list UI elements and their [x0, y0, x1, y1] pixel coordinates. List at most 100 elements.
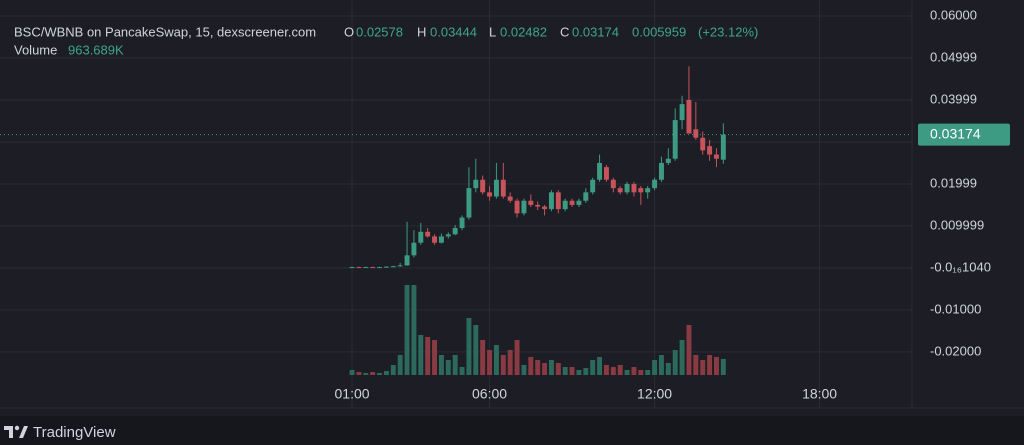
candle-body — [645, 188, 651, 193]
candle-body — [466, 188, 472, 218]
volume-bar — [528, 357, 534, 375]
candle-body — [713, 154, 719, 159]
volume-bar — [432, 340, 438, 375]
change-percent: (+23.12%) — [698, 24, 758, 39]
candle-body — [652, 179, 658, 189]
candle-body — [425, 231, 431, 237]
candle-body — [672, 120, 678, 159]
volume-bar — [521, 365, 527, 375]
candle-body — [700, 137, 706, 151]
volume-bar — [645, 370, 651, 375]
candle-body — [432, 236, 438, 243]
candle-body — [658, 162, 664, 180]
y-tick-label: -0.0₁₆1040 — [930, 259, 991, 274]
volume-bar — [535, 360, 541, 375]
volume-bar — [555, 363, 561, 375]
marks — [0, 66, 912, 375]
volume-bar — [397, 355, 403, 375]
candle-body — [707, 146, 713, 155]
volume-bar — [707, 355, 713, 375]
volume-bar — [418, 335, 424, 375]
footer-bar — [0, 416, 1024, 445]
volume-title: Volume — [14, 42, 57, 57]
volume-bar — [349, 370, 355, 375]
candle-body — [390, 266, 396, 268]
volume-bar — [700, 360, 706, 375]
candle-body — [569, 200, 575, 205]
candle-body — [542, 206, 548, 210]
volume-bar — [363, 373, 369, 375]
volume-bar — [493, 345, 499, 375]
candle-body — [548, 192, 554, 210]
candle-body — [356, 267, 362, 269]
ohlc-letter: O — [344, 24, 354, 39]
volume-bar — [383, 371, 389, 375]
ohlc-value: 0.02578 — [356, 24, 403, 39]
candle-body — [720, 134, 726, 160]
volume-bar — [679, 340, 685, 375]
candle-body — [349, 267, 355, 269]
volume-bar — [377, 373, 383, 375]
ohlc-letter: H — [417, 24, 426, 39]
candle-body — [562, 200, 568, 210]
volume-bar — [713, 357, 719, 375]
volume-bar — [597, 357, 603, 375]
candle-body — [617, 188, 623, 193]
ohlc-value: 0.02482 — [500, 24, 547, 39]
candle-body — [693, 129, 699, 138]
candle-body — [521, 200, 527, 214]
y-tick-label: 0.009999 — [930, 217, 984, 232]
candle-body — [445, 234, 451, 237]
volume-bar — [720, 358, 726, 375]
candle-body — [383, 266, 389, 268]
y-tick-label: -0.02000 — [930, 343, 981, 358]
volume-bar — [665, 363, 671, 375]
candle-body — [555, 192, 561, 210]
volume-bar — [652, 360, 658, 375]
volume-bar — [438, 355, 444, 375]
volume-value: 963.689K — [68, 42, 124, 57]
candle-body — [418, 231, 424, 243]
volume-bar — [466, 318, 472, 375]
volume-bar — [603, 365, 609, 375]
candle-body — [507, 196, 513, 201]
volume-bar — [542, 363, 548, 375]
volume-bar — [514, 340, 520, 375]
candle-body — [404, 255, 410, 266]
candle-body — [583, 192, 589, 201]
volume-bar — [459, 367, 465, 375]
candle-body — [528, 200, 534, 205]
ohlc-value: 0.03444 — [430, 24, 477, 39]
candle-body — [665, 158, 671, 163]
candle-body — [610, 179, 616, 189]
volume-bar — [425, 337, 431, 375]
volume-bar — [617, 365, 623, 375]
volume-bar — [370, 372, 376, 375]
candle-body — [473, 179, 479, 189]
candle-body — [487, 192, 493, 197]
volume-bar — [356, 372, 362, 375]
y-tick-label: 0.04999 — [930, 49, 977, 64]
volume-bar — [583, 368, 589, 375]
volume-bar — [693, 355, 699, 375]
volume-bar — [610, 367, 616, 375]
volume-bar — [404, 285, 410, 375]
candle-body — [493, 179, 499, 197]
volume-bar — [411, 285, 417, 375]
x-tick-label: 06:00 — [472, 386, 507, 402]
candle-body — [397, 265, 403, 267]
volume-bar — [500, 355, 506, 375]
candle-body — [679, 104, 685, 121]
candle-body — [480, 179, 486, 193]
volume-bar — [548, 360, 554, 375]
volume-bar — [631, 367, 637, 375]
candle-body — [411, 242, 417, 256]
candle-body — [597, 162, 603, 180]
candle-body — [624, 183, 630, 193]
last-price-label: 0.03174 — [930, 125, 981, 141]
x-tick-label: 12:00 — [637, 386, 672, 402]
volume-bar — [473, 325, 479, 375]
candle-body — [576, 200, 582, 205]
ohlc-value: 0.03174 — [572, 24, 619, 39]
